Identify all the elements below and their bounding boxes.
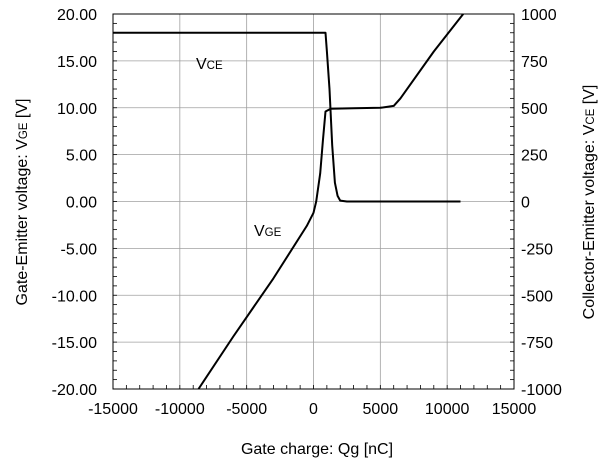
y-right-axis-label-unit: [V] — [581, 85, 598, 109]
vce-annotation: VCE — [196, 56, 223, 73]
y-left-tick-label-3: 5.00 — [66, 148, 97, 165]
y-right-tick-label-3: 250 — [521, 148, 548, 165]
x-tick-label-6: 15000 — [492, 401, 537, 418]
y-left-axis-label: Gate-Emitter voltage: VGE [V] — [14, 99, 31, 306]
x-tick-labels: -15000 -10000 -5000 0 5000 10000 15000 — [88, 401, 536, 418]
minor-ticks — [112, 13, 515, 390]
vge-annotation-sub: GE — [265, 227, 282, 239]
y-right-tick-label-0: 1000 — [521, 7, 557, 24]
y-left-tick-labels: 20.00 15.00 10.00 5.00 0.00 -5.00 -10.00 -15.00… — [52, 7, 97, 399]
vce-annotation-main: V — [196, 56, 207, 73]
y-left-tick-label-5: -5.00 — [61, 241, 98, 258]
y-right-tick-label-2: 500 — [521, 101, 548, 118]
y-left-axis-label-unit: [V] — [14, 99, 31, 123]
x-tick-label-3: 0 — [309, 401, 318, 418]
y-right-axis-label-main: Collector-Emitter voltage: V — [581, 124, 598, 319]
series-line-vge — [197, 13, 464, 390]
y-right-axis-label: Collector-Emitter voltage: VCE [V] — [581, 85, 598, 320]
y-right-tick-label-1: 750 — [521, 54, 548, 71]
series-line-vce — [113, 31, 461, 203]
y-left-tick-label-7: -15.00 — [52, 335, 97, 352]
y-left-tick-label-4: 0.00 — [66, 195, 97, 212]
y-right-tick-label-6: -500 — [521, 288, 553, 305]
x-tick-label-2: -5000 — [226, 401, 267, 418]
x-axis-label: Gate charge: Qg [nC] — [241, 441, 393, 458]
vce-annotation-sub: CE — [207, 60, 223, 72]
series-group — [113, 13, 464, 390]
vge-annotation-main: V — [254, 223, 265, 240]
y-right-tick-label-7: -750 — [521, 335, 553, 352]
y-left-tick-label-1: 15.00 — [57, 54, 97, 71]
y-left-tick-label-0: 20.00 — [57, 7, 97, 24]
y-left-tick-label-2: 10.00 — [57, 101, 97, 118]
x-tick-label-1: -10000 — [155, 401, 205, 418]
y-left-axis-label-sub: GE — [18, 122, 30, 139]
x-tick-label-5: 10000 — [425, 401, 470, 418]
x-tick-label-0: -15000 — [88, 401, 138, 418]
y-right-tick-label-4: 0 — [521, 195, 530, 212]
y-left-tick-label-8: -20.00 — [52, 382, 97, 399]
x-tick-label-4: 5000 — [363, 401, 399, 418]
y-left-axis-label-main: Gate-Emitter voltage: V — [14, 139, 31, 306]
y-right-tick-labels: 1000 750 500 250 0 -250 -500 -750 -1000 — [521, 7, 562, 399]
y-right-tick-label-5: -250 — [521, 241, 553, 258]
y-right-axis-label-sub: CE — [585, 108, 597, 124]
y-left-tick-label-6: -10.00 — [52, 288, 97, 305]
y-right-tick-label-8: -1000 — [521, 382, 562, 399]
vge-annotation: VGE — [254, 223, 282, 240]
